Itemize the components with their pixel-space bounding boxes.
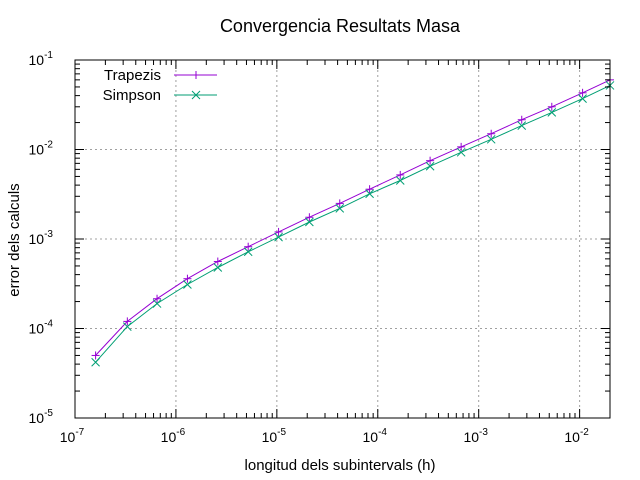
y-tick-exponent: -4 (44, 319, 53, 330)
axis-ticks (74, 59, 610, 419)
y-tick-exponent: -1 (44, 50, 53, 61)
x-tick-exponent: -4 (378, 427, 387, 438)
series-layer (91, 75, 615, 367)
legend-label: Trapezis (104, 67, 161, 84)
series-line-trapezis (95, 79, 611, 356)
legend-label: Simpson (103, 87, 161, 104)
data-point-simpson (274, 232, 283, 242)
x-tick-label: 10-7 (60, 427, 85, 445)
legend-item-trapezis: Trapezis (104, 67, 217, 84)
series-line-simpson (95, 84, 611, 363)
y-tick-exponent: -5 (44, 408, 53, 419)
series-simpson (91, 81, 615, 367)
x-tick-labels: 10-7 10-6 10-5 10-4 10-3 10-2 (60, 427, 590, 445)
y-axis-label: error dels calculs (6, 183, 23, 296)
y-tick-label: 10-1 (29, 50, 54, 68)
y-tick-exponent: -2 (44, 140, 53, 151)
x-tick-label: 10-6 (161, 427, 186, 445)
data-point-simpson (547, 108, 557, 117)
data-point-simpson (486, 134, 496, 144)
x-tick-exponent: -6 (176, 427, 185, 438)
x-tick-exponent: -7 (75, 427, 84, 438)
data-point-simpson (456, 147, 466, 157)
x-tick-label: 10-2 (564, 427, 589, 445)
x-tick-label: 10-5 (262, 427, 287, 445)
y-tick-exponent: -3 (44, 229, 53, 240)
data-point-simpson (425, 161, 435, 171)
y-tick-label: 10-3 (29, 229, 54, 247)
x-axis-label: longitud dels subintervals (h) (245, 457, 436, 474)
x-tick-exponent: -5 (277, 427, 286, 438)
x-tick-exponent: -2 (580, 427, 589, 438)
legend: Trapezis Simpson (103, 67, 217, 104)
data-point-simpson (213, 263, 223, 272)
legend-item-simpson: Simpson (103, 87, 217, 104)
data-point-simpson (183, 280, 192, 289)
y-tick-label: 10-5 (29, 408, 54, 426)
y-tick-labels: 10-5 10-4 10-3 10-2 10-1 (29, 50, 54, 426)
x-tick-label: 10-4 (363, 427, 388, 445)
y-tick-label: 10-4 (29, 319, 54, 337)
legend-marker (191, 90, 201, 100)
data-point-simpson (152, 299, 162, 308)
x-tick-label: 10-3 (463, 427, 488, 445)
chart-title: Convergencia Resultats Masa (220, 16, 461, 36)
data-point-simpson (365, 189, 374, 199)
data-point-simpson (335, 203, 345, 213)
data-point-simpson (517, 121, 527, 130)
x-tick-exponent: -3 (479, 427, 488, 438)
data-point-simpson (305, 217, 314, 227)
data-point-simpson (578, 94, 587, 103)
data-point-simpson (395, 176, 405, 185)
data-point-simpson (243, 247, 253, 257)
data-point-simpson (122, 322, 132, 331)
y-tick-label: 10-2 (29, 140, 54, 158)
grid-lines (75, 60, 610, 418)
data-point-simpson (91, 357, 100, 367)
series-trapezis (91, 75, 614, 360)
